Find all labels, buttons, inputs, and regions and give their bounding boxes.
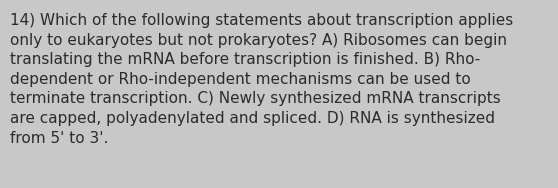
Text: 14) Which of the following statements about transcription applies
only to eukary: 14) Which of the following statements ab… xyxy=(10,13,513,146)
